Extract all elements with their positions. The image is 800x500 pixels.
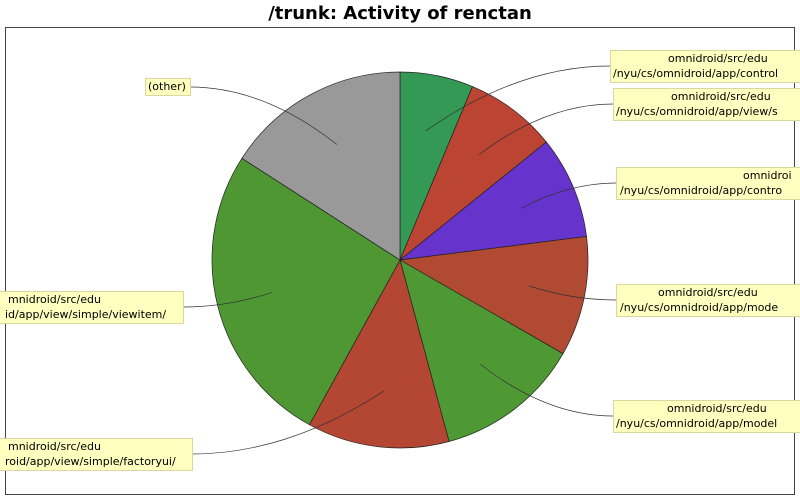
slice-label: /nyu/cs/omnidroid/app/view/s xyxy=(616,105,778,118)
label-box xyxy=(616,167,800,200)
label-box xyxy=(0,291,184,324)
slice-label: id/app/view/simple/viewitem/ xyxy=(5,308,166,321)
label-box xyxy=(616,284,800,317)
slice-label: omnidroid/src/edu xyxy=(668,52,768,65)
slice-label: (other) xyxy=(148,80,186,93)
pie-slice xyxy=(398,141,587,261)
slice-label: omnidroid/src/edu xyxy=(671,90,771,103)
slice-label: omnidroi xyxy=(743,169,792,182)
label-box xyxy=(610,50,800,83)
slice-label: /nyu/cs/omnidroid/app/contro xyxy=(620,184,782,197)
slice-label: roid/app/view/simple/factoryui/ xyxy=(5,455,176,468)
pie-slice xyxy=(241,71,401,261)
leader-line xyxy=(189,86,338,145)
slice-label: omnidroid/src/edu xyxy=(667,402,767,415)
slice-label: omnidroid/src/edu xyxy=(658,286,758,299)
pie-slice xyxy=(211,157,401,426)
label-box xyxy=(613,400,800,433)
pie-slice xyxy=(308,259,450,449)
pie-slice xyxy=(398,236,589,355)
slice-label: /nyu/cs/omnidroid/app/mode xyxy=(620,301,778,314)
pie-slice xyxy=(399,259,564,442)
pie-slice xyxy=(399,86,547,261)
label-box xyxy=(145,78,191,96)
leader-line xyxy=(182,291,273,308)
label-box xyxy=(613,88,800,121)
slice-label: mnidroid/src/edu xyxy=(8,440,101,453)
leader-line xyxy=(528,285,617,301)
leader-line xyxy=(520,182,617,209)
slice-label: mnidroid/src/edu xyxy=(8,293,101,306)
slice-label: /nyu/cs/omnidroid/app/control xyxy=(613,67,778,80)
leader-line xyxy=(478,103,614,156)
leader-line xyxy=(480,363,614,417)
leader-line xyxy=(425,65,611,132)
label-box xyxy=(0,438,193,471)
slice-label: /nyu/cs/omnidroid/app/model xyxy=(616,417,777,430)
chart-title: /trunk: Activity of renctan xyxy=(268,3,532,24)
leader-line xyxy=(191,390,385,455)
